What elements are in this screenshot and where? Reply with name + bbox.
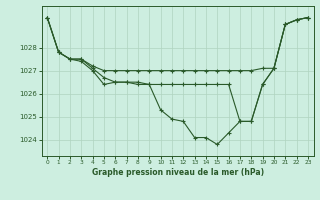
X-axis label: Graphe pression niveau de la mer (hPa): Graphe pression niveau de la mer (hPa) (92, 168, 264, 177)
